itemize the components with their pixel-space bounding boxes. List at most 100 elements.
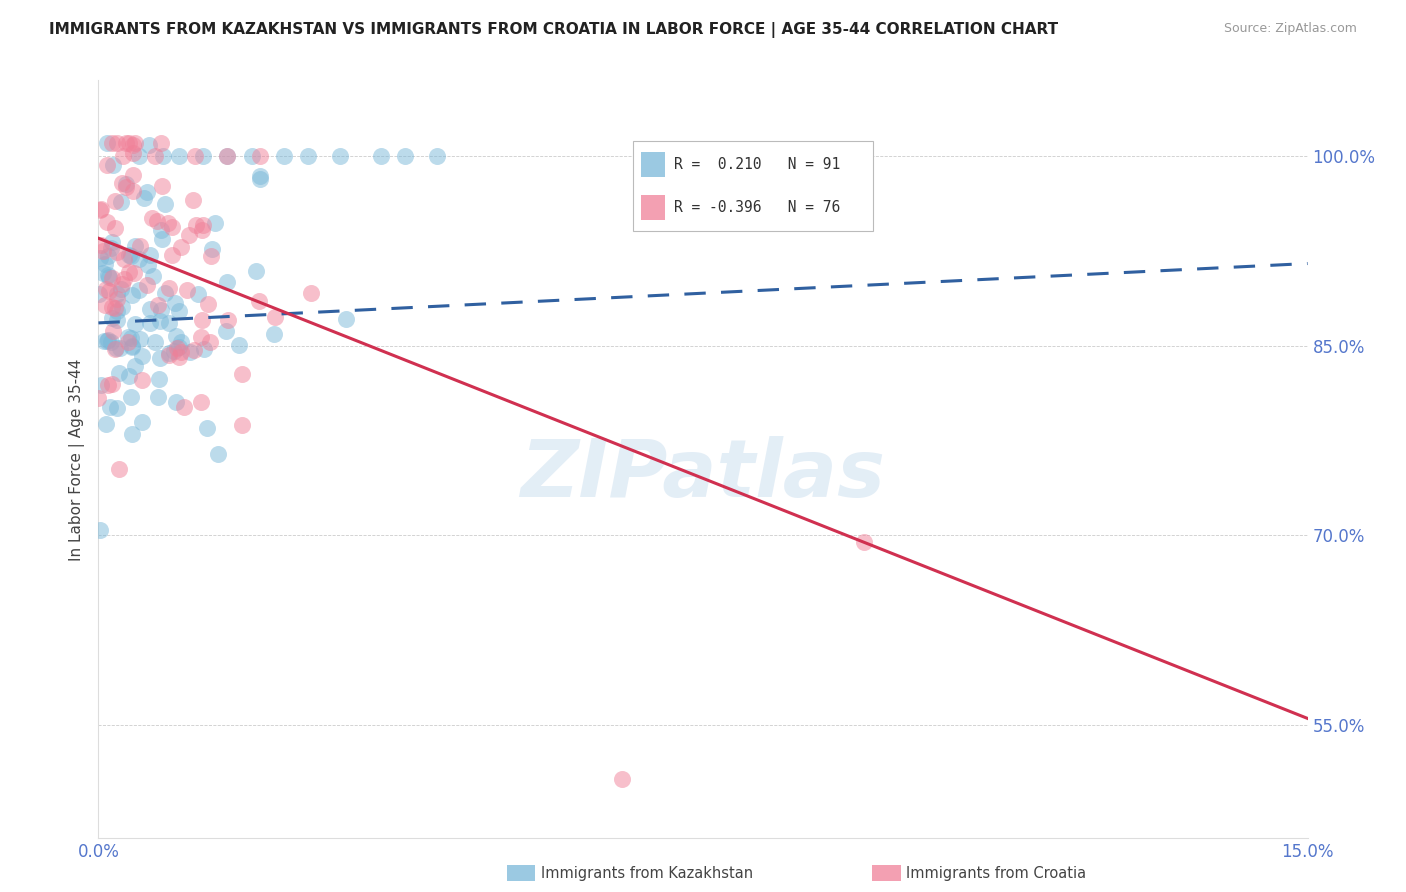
Point <box>124 359 146 373</box>
Point <box>110 282 132 296</box>
Point <box>90 378 112 392</box>
Point <box>108 366 131 380</box>
Point <box>167 304 190 318</box>
Point <box>131 349 153 363</box>
Point <box>107 292 129 306</box>
Point <box>101 235 124 249</box>
Point <box>111 176 134 190</box>
Point <box>101 136 124 151</box>
Point <box>231 367 253 381</box>
Point <box>157 345 180 359</box>
Point <box>184 149 207 163</box>
Y-axis label: In Labor Force | Age 35-44: In Labor Force | Age 35-44 <box>69 359 86 560</box>
Point <box>111 300 134 314</box>
Point <box>118 248 141 262</box>
Point <box>121 145 143 160</box>
Point <box>159 280 181 294</box>
Point <box>90 237 112 252</box>
Point <box>157 316 180 330</box>
Point <box>111 149 134 163</box>
Point <box>142 268 165 283</box>
Point <box>176 283 198 297</box>
Point <box>101 159 124 173</box>
Point <box>121 340 143 354</box>
Point <box>197 420 219 434</box>
Point <box>105 304 128 318</box>
Point <box>153 197 176 211</box>
Point <box>141 211 163 225</box>
Point <box>121 287 143 301</box>
Point <box>93 298 115 312</box>
Point <box>394 149 416 163</box>
Text: ZIPatlas: ZIPatlas <box>520 435 886 514</box>
Point <box>108 342 131 356</box>
Point <box>128 332 150 346</box>
Point <box>120 249 142 263</box>
Point <box>110 195 132 210</box>
Text: R =  0.210   N = 91: R = 0.210 N = 91 <box>673 157 841 172</box>
Point <box>89 523 111 537</box>
Point <box>94 258 117 272</box>
Point <box>150 232 173 246</box>
Point <box>370 149 392 163</box>
Point <box>612 772 634 786</box>
Point <box>89 202 111 217</box>
Point <box>112 252 135 267</box>
Point <box>165 329 187 343</box>
Point <box>163 296 186 310</box>
Point <box>249 149 271 163</box>
Point <box>184 218 207 232</box>
Point <box>426 149 449 163</box>
Point <box>101 310 124 325</box>
Point <box>128 149 150 163</box>
Point <box>98 284 121 298</box>
Point <box>193 343 215 357</box>
Point <box>89 251 111 265</box>
Point <box>143 334 166 349</box>
Point <box>117 334 139 349</box>
Point <box>131 373 153 387</box>
Point <box>104 194 127 208</box>
Point <box>96 215 118 229</box>
Point <box>165 395 187 409</box>
Point <box>136 278 159 293</box>
Point <box>264 310 287 324</box>
Point <box>101 301 124 315</box>
Point <box>170 344 193 359</box>
Point <box>177 227 200 242</box>
Point <box>179 345 201 359</box>
Point <box>155 285 177 300</box>
Point <box>108 462 131 476</box>
Point <box>150 136 173 151</box>
Point <box>96 158 118 172</box>
Point <box>149 302 172 317</box>
Point <box>217 313 239 327</box>
Point <box>249 171 271 186</box>
Point <box>132 191 155 205</box>
Point <box>183 343 205 358</box>
Point <box>115 177 138 191</box>
Point <box>118 136 141 151</box>
Point <box>190 395 212 409</box>
Point <box>249 169 271 183</box>
Point <box>146 214 169 228</box>
Point <box>87 391 110 405</box>
Point <box>297 149 319 163</box>
Point <box>193 149 215 163</box>
Point <box>231 418 253 433</box>
Point <box>191 313 214 327</box>
Point <box>97 334 120 348</box>
Text: Source: ZipAtlas.com: Source: ZipAtlas.com <box>1223 22 1357 36</box>
Point <box>105 401 128 415</box>
Point <box>215 275 238 289</box>
Point <box>122 137 145 152</box>
Point <box>107 313 129 327</box>
Point <box>201 242 224 256</box>
Point <box>217 149 239 163</box>
Point <box>299 286 322 301</box>
Point <box>247 294 270 309</box>
Point <box>98 270 121 285</box>
Point <box>156 216 179 230</box>
Point <box>115 180 138 194</box>
Point <box>273 149 295 163</box>
